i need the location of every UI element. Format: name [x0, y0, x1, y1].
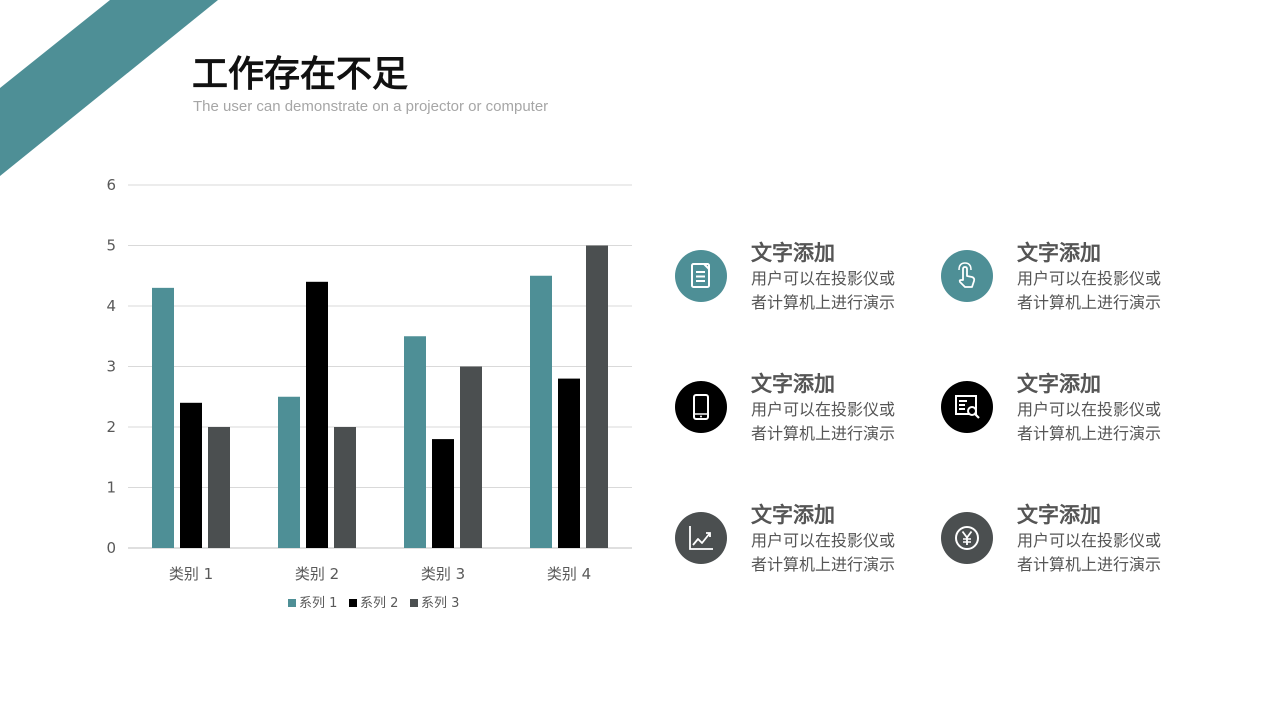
- feature-desc-line: 者计算机上进行演示: [751, 293, 896, 312]
- feature-desc: 用户可以在投影仪或 者计算机上进行演示: [751, 529, 895, 577]
- feature-desc-line: 者计算机上进行演示: [1017, 293, 1162, 312]
- bar: [208, 427, 230, 548]
- feature-desc: 用户可以在投影仪或 者计算机上进行演示: [1017, 398, 1161, 446]
- touch-hand-icon: [958, 262, 976, 288]
- feature-desc: 用户可以在投影仪或 者计算机上进行演示: [1017, 529, 1161, 577]
- feature-desc-line: 者计算机上进行演示: [1017, 424, 1162, 443]
- bar: [152, 287, 174, 548]
- bar: [404, 336, 426, 548]
- feature-item-6: 文字添加 用户可以在投影仪或 者计算机上进行演示: [941, 503, 1181, 602]
- document-icon: [691, 263, 710, 288]
- feature-desc-line: 者计算机上进行演示: [751, 424, 896, 443]
- y-tick-label: 6: [106, 176, 116, 194]
- yen-icon: [955, 526, 979, 550]
- feature-title: 文字添加: [1017, 241, 1101, 265]
- feature-title: 文字添加: [751, 372, 835, 396]
- feature-desc-line: 用户可以在投影仪或: [1017, 400, 1162, 419]
- legend-label: 系列 2: [360, 596, 398, 611]
- feature-icon-circle: [675, 381, 727, 433]
- page-title: 工作存在不足: [192, 54, 409, 95]
- feature-item-3: 文字添加 用户可以在投影仪或 者计算机上进行演示: [675, 372, 915, 471]
- feature-desc-line: 用户可以在投影仪或: [751, 531, 896, 550]
- feature-icon-circle: [941, 512, 993, 564]
- bar: [306, 281, 328, 548]
- search-report-icon: [955, 395, 980, 419]
- feature-desc-line: 用户可以在投影仪或: [751, 269, 896, 288]
- bar: [558, 378, 580, 548]
- legend-label: 系列 1: [299, 596, 337, 611]
- feature-icon-circle: [941, 250, 993, 302]
- feature-desc-line: 用户可以在投影仪或: [751, 400, 896, 419]
- legend-label: 系列 3: [421, 596, 459, 611]
- feature-desc: 用户可以在投影仪或 者计算机上进行演示: [1017, 267, 1161, 315]
- feature-desc-line: 用户可以在投影仪或: [1017, 269, 1162, 288]
- feature-desc: 用户可以在投影仪或 者计算机上进行演示: [751, 398, 895, 446]
- y-tick-label: 5: [106, 237, 116, 255]
- y-tick-label: 3: [106, 358, 116, 376]
- x-tick-label: 类别 2: [295, 565, 339, 583]
- x-tick-label: 类别 1: [169, 565, 213, 583]
- bar: [432, 439, 454, 548]
- line-chart-icon: [689, 526, 713, 550]
- feature-desc-line: 者计算机上进行演示: [751, 555, 896, 574]
- bar: [586, 245, 608, 548]
- page-subtitle: The user can demonstrate on a projector …: [193, 98, 549, 115]
- bar-chart: 0 1 2 3 4 5 6 类别 1 类别 2 类别 3 类别 4 系列 1 系列 2 系列 3: [106, 176, 632, 611]
- bar: [460, 366, 482, 548]
- y-tick-label: 1: [106, 479, 116, 497]
- bar: [334, 427, 356, 548]
- feature-desc-line: 者计算机上进行演示: [1017, 555, 1162, 574]
- feature-desc-line: 用户可以在投影仪或: [1017, 531, 1162, 550]
- feature-icon-circle: [675, 512, 727, 564]
- y-tick-label: 0: [106, 539, 116, 557]
- feature-item-4: 文字添加 用户可以在投影仪或 者计算机上进行演示: [941, 372, 1181, 471]
- feature-title: 文字添加: [751, 241, 835, 265]
- y-tick-label: 2: [106, 418, 116, 436]
- bar: [530, 275, 552, 548]
- feature-icon-circle: [941, 381, 993, 433]
- feature-item-2: 文字添加 用户可以在投影仪或 者计算机上进行演示: [941, 241, 1181, 340]
- feature-title: 文字添加: [1017, 372, 1101, 396]
- legend-swatch: [349, 599, 357, 607]
- feature-icon-circle: [675, 250, 727, 302]
- legend-swatch: [410, 599, 418, 607]
- feature-title: 文字添加: [751, 503, 835, 527]
- feature-item-5: 文字添加 用户可以在投影仪或 者计算机上进行演示: [675, 503, 915, 602]
- y-tick-label: 4: [106, 297, 116, 315]
- bar: [278, 396, 300, 548]
- x-tick-label: 类别 3: [421, 565, 465, 583]
- x-tick-label: 类别 4: [547, 565, 591, 583]
- feature-desc: 用户可以在投影仪或 者计算机上进行演示: [751, 267, 895, 315]
- corner-decoration: [0, 0, 218, 176]
- phone-icon: [693, 394, 709, 420]
- feature-title: 文字添加: [1017, 503, 1101, 527]
- bar: [180, 402, 202, 548]
- feature-item-1: 文字添加 用户可以在投影仪或 者计算机上进行演示: [675, 241, 915, 340]
- legend-swatch: [288, 599, 296, 607]
